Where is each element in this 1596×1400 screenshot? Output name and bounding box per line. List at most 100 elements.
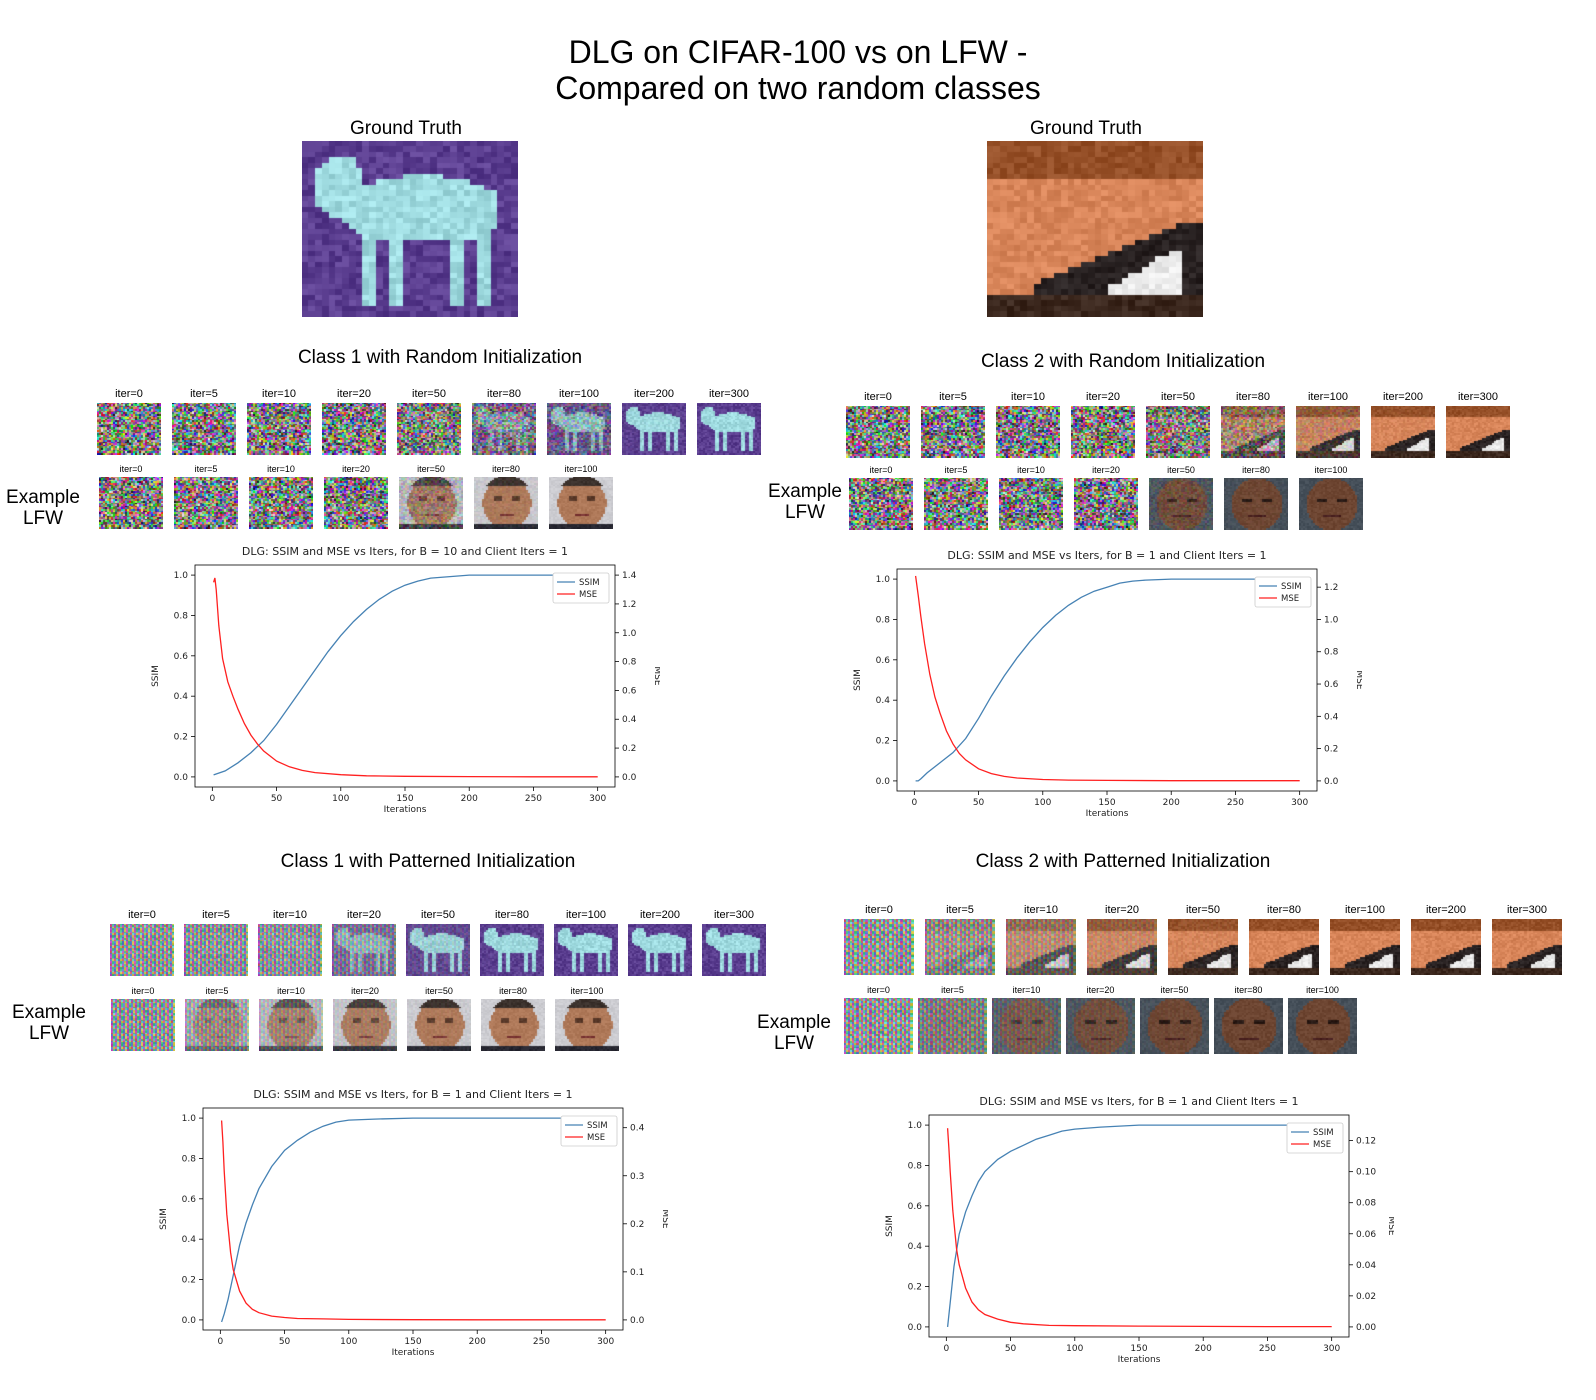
panel-title-class2-random: Class 2 with Random Initialization: [980, 351, 1266, 372]
legend-box: [552, 572, 610, 604]
y-tick-label: 0.8: [174, 611, 189, 621]
reconstruction-image: [622, 403, 686, 455]
x-axis-label: Iterations: [1086, 809, 1129, 819]
reconstruction-image: [1221, 406, 1285, 458]
iteration-thumbnail: iter=300: [1492, 904, 1562, 975]
y2-tick-label: 0.10: [1356, 1168, 1376, 1178]
reconstruction-image: [1296, 406, 1360, 458]
chart-title: DLG: SSIM and MSE vs Iters, for B = 1 an…: [979, 1095, 1298, 1108]
iteration-thumbnail: iter=0: [110, 909, 174, 976]
panel-title-class2-patterned: Class 2 with Patterned Initialization: [975, 851, 1271, 872]
y2-tick-label: 0.3: [630, 1172, 644, 1182]
x-tick-label: 100: [1066, 1344, 1083, 1354]
y-tick-label: 0.0: [908, 1323, 923, 1333]
y2-tick-label: 0.02: [1356, 1292, 1376, 1302]
x-tick-label: 50: [1005, 1344, 1017, 1354]
iteration-label: iter=0: [865, 904, 893, 916]
iteration-thumbnail: iter=5: [184, 909, 248, 976]
y2-tick-label: 0.4: [1324, 712, 1339, 722]
series-line-mse: [212, 577, 598, 778]
reconstruction-image: [1411, 919, 1481, 975]
x-tick-label: 200: [1163, 798, 1180, 808]
iteration-label: iter=5: [939, 391, 967, 403]
iteration-thumbnail: iter=50: [407, 986, 471, 1051]
x-tick-label: 0: [217, 1337, 223, 1347]
y-tick-label: 0.2: [908, 1283, 922, 1293]
x-tick-label: 150: [396, 794, 413, 804]
iteration-thumbnail: iter=10: [992, 985, 1061, 1054]
iteration-thumbnail: iter=20: [324, 464, 388, 529]
y-tick-label: 0.2: [876, 737, 890, 747]
y-tick-label: 1.0: [876, 575, 891, 585]
y-axis-label: SSIM: [853, 669, 863, 691]
legend-label: SSIM: [579, 578, 600, 588]
reconstruction-image: [472, 403, 536, 455]
series-line-mse: [946, 1128, 1332, 1328]
y2-tick-label: 0.06: [1356, 1230, 1376, 1240]
reconstruction-image: [1140, 998, 1209, 1054]
reconstruction-image: [480, 924, 544, 976]
y2-tick-label: 0.12: [1356, 1137, 1376, 1147]
reconstruction-image: [846, 406, 910, 458]
iteration-label: iter=0: [115, 388, 143, 400]
iteration-label: iter=200: [1425, 904, 1467, 916]
iteration-row-class1-random-cifar: iter=0 iter=5 iter=10 iter=20 iter=50 iter=80…: [97, 388, 761, 455]
iteration-label: iter=100: [570, 986, 604, 996]
iteration-label: iter=5: [941, 985, 964, 995]
x-axis-label: Iterations: [392, 1348, 435, 1358]
iteration-label: iter=10: [262, 388, 296, 400]
y-tick-label: 0.2: [174, 733, 188, 743]
iteration-label: iter=300: [708, 388, 750, 400]
series-line-ssim: [213, 574, 598, 776]
panel-title-class1-patterned: Class 1 with Patterned Initialization: [280, 851, 576, 872]
panel-title-class1-random: Class 1 with Random Initialization: [297, 347, 583, 368]
iteration-row-class1-patterned-cifar: iter=0 iter=5 iter=10 iter=20 iter=50 iter=80…: [110, 909, 766, 976]
x-axis-label: Iterations: [1118, 1355, 1161, 1365]
reconstruction-image: [844, 998, 913, 1054]
iteration-thumbnail: iter=20: [1074, 465, 1138, 530]
iteration-row-class1-random-lfw: iter=0 iter=5 iter=10 iter=20 iter=50 iter=80…: [99, 464, 613, 529]
x-tick-label: 250: [1227, 798, 1244, 808]
iteration-thumbnail: iter=50: [397, 388, 461, 455]
iteration-label: iter=5: [944, 465, 968, 475]
iteration-thumbnail: iter=5: [172, 388, 236, 455]
y2-tick-label: 1.0: [1324, 615, 1339, 625]
x-tick-label: 0: [911, 798, 917, 808]
reconstruction-image: [110, 924, 174, 976]
iteration-label: iter=100: [1307, 391, 1349, 403]
x-tick-label: 250: [525, 794, 542, 804]
y2-tick-label: 0.0: [1324, 777, 1339, 787]
x-tick-label: 300: [1323, 1344, 1340, 1354]
ground-truth-image-class2: [987, 141, 1203, 317]
reconstruction-image: [547, 403, 611, 455]
plot-frame: [928, 1114, 1350, 1338]
iteration-thumbnail: iter=5: [921, 391, 985, 458]
reconstruction-image: [925, 919, 995, 975]
iteration-thumbnail: iter=20: [1071, 391, 1135, 458]
iteration-thumbnail: iter=100: [1288, 985, 1357, 1054]
ground-truth-label-class1: Ground Truth: [350, 118, 462, 139]
reconstruction-image: [1371, 406, 1435, 458]
y-tick-label: 0.4: [876, 696, 891, 706]
iteration-thumbnail: iter=50: [1149, 465, 1213, 530]
chart-title: DLG: SSIM and MSE vs Iters, for B = 1 an…: [947, 549, 1266, 562]
iteration-thumbnail: iter=80: [472, 388, 536, 455]
reconstruction-image: [921, 406, 985, 458]
example-label-line2: LFW: [784, 502, 826, 523]
iteration-label: iter=80: [492, 464, 520, 474]
series-line-mse: [220, 1120, 606, 1321]
iteration-thumbnail: iter=80: [480, 909, 544, 976]
reconstruction-image: [397, 403, 461, 455]
iteration-label: iter=80: [1234, 985, 1263, 995]
iteration-thumbnail: iter=300: [702, 909, 766, 976]
iteration-label: iter=50: [1161, 391, 1195, 403]
reconstruction-image: [1006, 919, 1076, 975]
x-tick-label: 250: [1259, 1344, 1276, 1354]
iteration-thumbnail: iter=10: [999, 465, 1063, 530]
iteration-label: iter=80: [495, 909, 529, 921]
iteration-label: iter=100: [1344, 904, 1386, 916]
iteration-label: iter=0: [128, 909, 156, 921]
iteration-label: iter=5: [946, 904, 974, 916]
iteration-thumbnail: iter=300: [697, 388, 761, 455]
example-lfw-label-4: Example LFW: [744, 1012, 844, 1054]
